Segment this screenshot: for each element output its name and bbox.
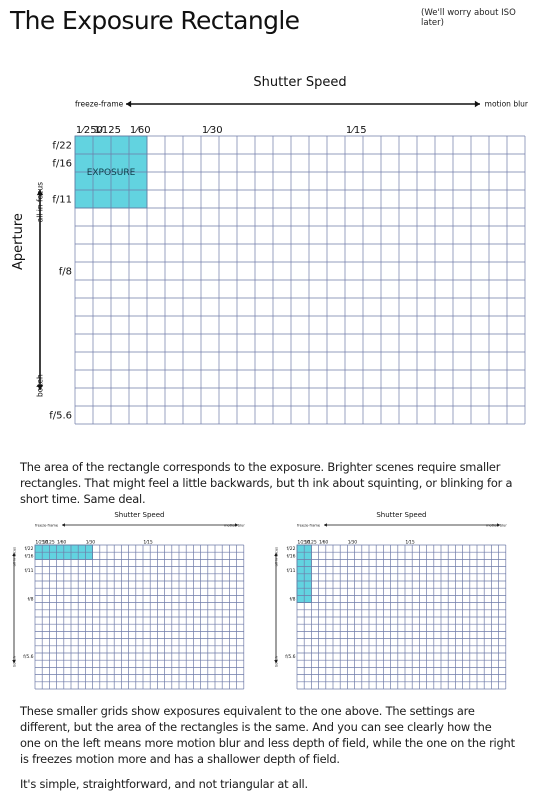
arrow-right-head xyxy=(497,523,500,527)
aperture-tick-label: f/16 xyxy=(25,553,34,559)
explanation-paragraph-2: These smaller grids show exposures equiv… xyxy=(20,704,515,766)
aperture-tick-label: f/8 xyxy=(59,267,72,278)
shutter-tick-label: 1⁄60 xyxy=(319,540,328,546)
shutter-tick-label: 1⁄30 xyxy=(348,540,357,546)
aperture-tick-label: f/8 xyxy=(290,597,296,603)
arrow-down-head xyxy=(274,660,278,663)
shutter-tick-label: 1⁄60 xyxy=(130,125,151,136)
all-in-focus-label: all in focus xyxy=(36,182,45,222)
aperture-tick-label: f/5.6 xyxy=(285,654,295,660)
shutter-tick-label: 1⁄15 xyxy=(405,540,414,546)
aperture-tick-label: f/11 xyxy=(25,568,34,574)
all-in-focus-label: all in focus xyxy=(274,547,278,566)
arrow-left-head xyxy=(126,100,132,108)
arrow-down-head xyxy=(12,660,16,663)
shutter-speed-heading: Shutter Speed xyxy=(114,511,164,519)
arrow-left-head xyxy=(324,523,327,527)
shutter-tick-label: 1⁄60 xyxy=(57,540,66,546)
arrow-right-head xyxy=(235,523,238,527)
exposure-label: EXPOSURE xyxy=(87,168,136,178)
arrow-down-head xyxy=(36,384,44,390)
aperture-tick-label: f/11 xyxy=(287,568,296,574)
arrow-up-head xyxy=(36,190,44,196)
freeze-frame-label: freeze-frame xyxy=(75,100,124,109)
arrow-up-head xyxy=(12,553,16,556)
shutter-tick-label: 1⁄125 xyxy=(43,540,55,546)
shutter-tick-label: 1⁄30 xyxy=(202,125,223,136)
aperture-tick-label: f/16 xyxy=(287,553,296,559)
shutter-tick-label: 1⁄125 xyxy=(94,125,121,136)
arrow-up-head xyxy=(274,553,278,556)
aperture-tick-label: f/5.6 xyxy=(49,411,72,422)
shutter-tick-label: 1⁄125 xyxy=(305,540,317,546)
freeze-frame-label: freeze-frame xyxy=(35,523,59,527)
bokeh-label: bokeh xyxy=(12,656,16,667)
shutter-tick-label: 1⁄250 xyxy=(76,125,103,136)
motion-blur-label: motion blur xyxy=(485,100,529,109)
aperture-tick-label: f/16 xyxy=(52,159,72,170)
shutter-tick-label: 1⁄250 xyxy=(297,540,309,546)
aperture-heading: Aperture xyxy=(11,213,26,270)
page-title: The Exposure Rectangle xyxy=(10,6,300,35)
shutter-speed-heading: Shutter Speed xyxy=(253,75,346,90)
freeze-frame-label: freeze-frame xyxy=(297,523,321,527)
explanation-paragraph-1: The area of the rectangle corresponds to… xyxy=(20,460,513,506)
shutter-speed-heading: Shutter Speed xyxy=(376,511,426,519)
shutter-tick-label: 1⁄250 xyxy=(35,540,47,546)
summary-paragraph: It's simple, straightforward, and not tr… xyxy=(20,777,308,791)
aperture-tick-label: f/22 xyxy=(25,546,34,552)
all-in-focus-label: all in focus xyxy=(12,547,16,566)
bokeh-label: bokeh xyxy=(274,656,278,667)
aperture-tick-label: f/8 xyxy=(28,597,34,603)
aperture-tick-label: f/22 xyxy=(52,141,72,152)
aperture-tick-label: f/5.6 xyxy=(23,654,33,660)
bokeh-label: bokeh xyxy=(36,374,45,397)
shutter-tick-label: 1⁄30 xyxy=(86,540,95,546)
iso-note: (We'll worry about ISO later) xyxy=(421,8,516,28)
aperture-tick-label: f/11 xyxy=(52,195,72,206)
shutter-tick-label: 1⁄15 xyxy=(346,125,367,136)
arrow-right-head xyxy=(474,100,480,108)
aperture-tick-label: f/22 xyxy=(287,546,296,552)
arrow-left-head xyxy=(62,523,65,527)
main-exposure-diagram: Shutter Speed freeze-frame motion blur all … xyxy=(11,75,529,425)
shutter-tick-label: 1⁄15 xyxy=(143,540,152,546)
